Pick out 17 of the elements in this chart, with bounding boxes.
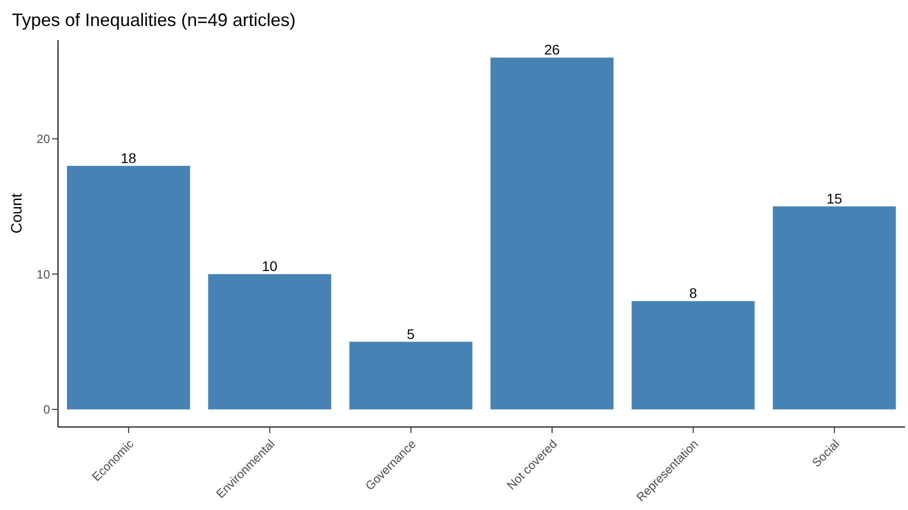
bar [67,166,190,410]
chart-title: Types of Inequalities (n=49 articles) [12,10,296,31]
data-label: 15 [826,190,842,206]
bar [208,274,332,410]
data-label: 10 [262,258,278,274]
data-label: 5 [406,326,415,342]
data-label: 18 [120,150,136,166]
bar [490,58,614,410]
data-label: 8 [689,285,698,302]
bar [349,342,472,410]
data-label: 26 [544,42,560,58]
bar [772,206,896,410]
y-axis-title: Count [8,192,26,234]
y-tick-label: 10 [36,267,50,282]
y-tick-label: 0 [43,402,50,417]
y-tick-label: 20 [36,132,50,146]
bar [632,301,755,410]
